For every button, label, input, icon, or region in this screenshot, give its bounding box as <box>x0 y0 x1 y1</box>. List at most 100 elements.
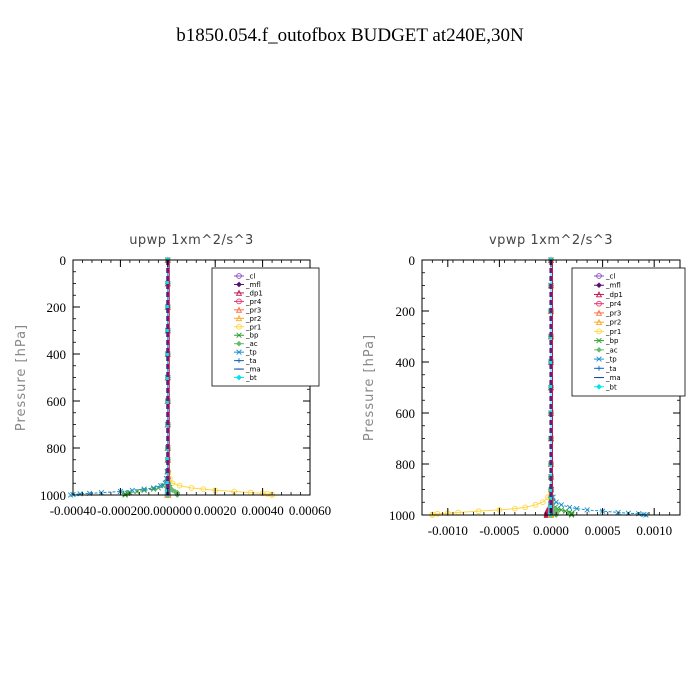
legend-marker <box>236 281 242 288</box>
legend: _cl_mfl_dp1_pr4_pr3_pr2_pr1_bp_ac_tp_ta_… <box>211 267 320 387</box>
legend-label: _pr4 <box>605 300 622 308</box>
data-point-tp <box>150 485 157 491</box>
legend-marker <box>236 374 242 381</box>
x-tick-label: 0.000000 <box>143 503 192 518</box>
panel-title: vpwp 1xm^2/s^3 <box>489 233 613 248</box>
legend-marker <box>235 306 243 313</box>
data-point-tp <box>67 492 74 498</box>
legend: _cl_mfl_dp1_pr4_pr3_pr2_pr1_bp_ac_tp_ta_… <box>571 267 686 397</box>
series-line-bp <box>124 260 169 495</box>
y-tick-label: 200 <box>47 300 67 315</box>
y-tick-label: 600 <box>396 406 416 421</box>
y-tick-label: 800 <box>396 457 416 472</box>
legend-marker <box>236 340 242 347</box>
legend-marker <box>236 273 242 279</box>
legend-label: _ma <box>245 366 261 374</box>
series-line-bp <box>550 260 573 515</box>
data-point-tp <box>574 505 580 512</box>
data-point-tp <box>129 487 135 494</box>
data-point-pr1 <box>522 504 529 511</box>
legend-label: _ac <box>245 340 258 348</box>
x-tick-label: -0.0010 <box>428 523 468 538</box>
upwp-panel: upwp 1xm^2/s^3 Pressure [hPa] 0 200 400 600 80… <box>14 233 331 518</box>
legend-marker <box>596 365 602 371</box>
data-point-tp <box>157 482 164 489</box>
series-line-tp <box>70 260 169 496</box>
legend-marker <box>596 328 602 335</box>
data-point-tp <box>566 504 573 511</box>
legend-label: _mfl <box>245 281 261 289</box>
figure-title: b1850.054.f_outofbox BUDGET at240E,30N <box>176 25 524 46</box>
data-point-pr1 <box>539 499 546 506</box>
data-point-tp <box>558 502 565 508</box>
y-tick-label: 600 <box>47 394 67 409</box>
x-tick-label: -0.0005 <box>479 523 519 538</box>
y-tick-label: 1000 <box>40 488 66 503</box>
x-tick-label: -0.00040 <box>50 503 97 518</box>
data-point-pr1 <box>532 501 539 508</box>
legend-label: _ta <box>245 357 257 365</box>
y-axis-label: Pressure [hPa] <box>14 324 29 431</box>
x-tick-label: -0.00020 <box>97 503 144 518</box>
y-tick-label: 200 <box>396 304 416 319</box>
data-point-tp <box>553 499 559 505</box>
legend-label: _ma <box>605 374 621 382</box>
data-point-pr1 <box>434 510 441 517</box>
legend-label: _dp1 <box>245 289 263 297</box>
vpwp-panel: vpwp 1xm^2/s^3 Pressure [hPa] 0 200 400 600 80… <box>362 233 686 538</box>
data-point-pr1 <box>512 505 518 512</box>
y-tick-label: 400 <box>47 347 67 362</box>
y-axis-label: Pressure [hPa] <box>362 334 377 441</box>
legend-marker <box>236 358 242 364</box>
panel-title: upwp 1xm^2/s^3 <box>129 233 254 248</box>
x-tick-label: 0.0000 <box>533 523 569 538</box>
y-tick-label: 0 <box>60 253 67 268</box>
legend-marker <box>236 323 242 330</box>
legend-label: _pr1 <box>605 328 621 336</box>
legend-label: _pr2 <box>245 315 261 323</box>
legend-marker <box>595 309 603 316</box>
legend-box <box>571 267 686 397</box>
data-point-pr1 <box>188 485 195 491</box>
legend-marker <box>596 337 602 344</box>
legend-marker <box>236 349 242 355</box>
legend-label: _pr2 <box>605 319 621 327</box>
legend-label: _pr3 <box>245 306 261 314</box>
y-tick-label: 0 <box>409 253 416 268</box>
legend-label: _tp <box>245 349 257 357</box>
legend-marker <box>595 291 603 298</box>
x-tick-label: 0.00020 <box>194 503 236 518</box>
x-tick-label: 0.00040 <box>241 503 283 518</box>
legend-marker <box>596 282 602 289</box>
data-point-bp <box>558 507 565 513</box>
data-point-pr1 <box>200 486 207 492</box>
legend-label: _pr3 <box>605 309 621 317</box>
legend-marker <box>235 314 243 322</box>
legend-label: _pr1 <box>245 323 261 331</box>
legend-label: _bt <box>245 374 257 382</box>
legend-marker <box>596 347 602 353</box>
legend-label: _ta <box>605 365 617 373</box>
legend-label: _bp <box>245 332 259 340</box>
legend-box <box>211 267 320 387</box>
legend-label: _ac <box>605 346 618 354</box>
y-tick-label: 1000 <box>389 508 415 523</box>
x-tick-label: 0.0005 <box>585 523 621 538</box>
x-tick-label: 0.0010 <box>636 523 672 538</box>
y-tick-label: 400 <box>396 355 416 370</box>
legend-marker <box>235 289 243 296</box>
legend-label: _pr4 <box>245 298 262 306</box>
legend-marker <box>596 383 602 390</box>
legend-label: _bt <box>605 383 617 391</box>
legend-label: _bp <box>605 337 619 345</box>
legend-label: _mfl <box>605 282 621 290</box>
legend-marker <box>596 300 602 307</box>
legend-marker <box>236 332 242 338</box>
x-tick-label: 0.00060 <box>289 503 331 518</box>
data-point-pr1 <box>475 508 482 515</box>
legend-marker <box>236 298 242 305</box>
series-line-pr1 <box>431 260 552 515</box>
legend-marker <box>596 273 602 279</box>
legend-marker <box>596 356 602 362</box>
